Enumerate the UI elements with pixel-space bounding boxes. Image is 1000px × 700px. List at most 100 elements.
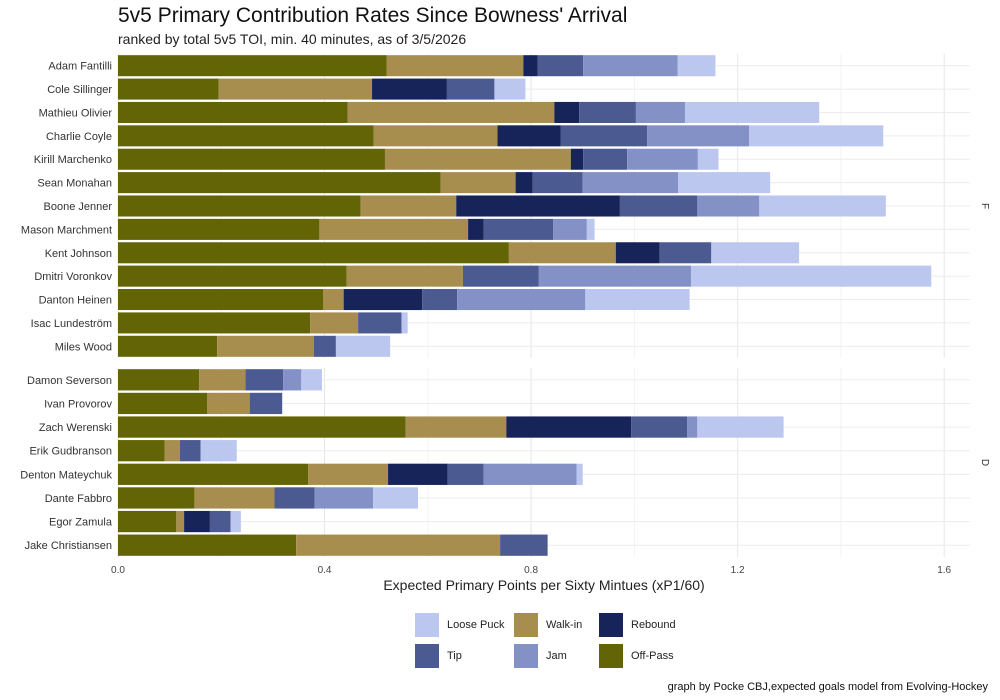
bar-segment-loose-puck (684, 101, 820, 123)
bar-segment-tip (500, 534, 548, 556)
bar-segment-rebound (497, 125, 561, 147)
bar-segment-tip (483, 218, 554, 240)
legend-item: Off-Pass (599, 644, 674, 668)
legend-item: Loose Puck (415, 613, 504, 637)
x-tick-label: 0.0 (111, 565, 125, 576)
legend-label: Loose Puck (447, 619, 505, 631)
bar-segment-off-pass (118, 416, 406, 438)
bar-segment-tip (537, 55, 584, 77)
x-tick-label: 0.8 (524, 565, 538, 576)
facet-label: F (979, 203, 990, 209)
bar-segment-rebound (506, 416, 632, 438)
bar-segment-off-pass (118, 289, 323, 311)
bar-segment-tip (659, 242, 712, 264)
bar-segment-rebound (372, 78, 447, 100)
bar-segment-jam (553, 218, 587, 240)
bar-segment-loose-puck (697, 148, 719, 170)
legend-item: Rebound (599, 613, 676, 637)
y-tick-label: Boone Jenner (44, 201, 113, 213)
bar-segment-jam (483, 463, 577, 485)
y-tick-label: Jake Christiansen (25, 540, 112, 552)
bar-segment-loose-puck (401, 312, 408, 334)
bar-segment-rebound (388, 463, 448, 485)
bar-segment-rebound (343, 289, 423, 311)
bar-segment-jam (647, 125, 749, 147)
bar-segment-off-pass (118, 242, 509, 264)
bar-segment-walk-in (347, 101, 555, 123)
legend-item: Jam (514, 644, 567, 668)
bar-segment-tip (358, 312, 402, 334)
facet-panel-d: Damon Severson Ivan Provorov Zach Werenski… (20, 368, 990, 557)
y-tick-label: Kent Johnson (45, 248, 112, 260)
y-tick-label: Miles Wood (55, 341, 112, 353)
bar-segment-off-pass (118, 265, 347, 287)
y-tick-label: Dmitri Voronkov (34, 271, 112, 283)
bar-segment-off-pass (118, 78, 219, 100)
bar-segment-loose-puck (677, 55, 716, 77)
bar-segment-walk-in (194, 487, 275, 509)
legend-item: Walk-in (514, 613, 582, 637)
bar-segment-off-pass (118, 510, 177, 533)
y-tick-label: Damon Severson (27, 375, 112, 387)
bar-segment-off-pass (118, 195, 361, 217)
bar-segment-tip (619, 195, 698, 217)
facet-label: D (979, 459, 990, 466)
bar-segment-walk-in (346, 265, 463, 287)
bar-segment-tip (209, 510, 231, 533)
bar-segment-loose-puck (678, 172, 771, 194)
bar-segment-off-pass (118, 440, 165, 462)
facet-panel-f: Adam Fantilli Cole Sillinger Mathieu Olivi… (21, 54, 990, 358)
bar-segment-loose-puck (494, 78, 526, 100)
bar-segment-rebound (184, 510, 210, 533)
y-tick-label: Cole Sillinger (47, 84, 112, 96)
bar-segment-rebound (554, 101, 580, 123)
legend: Loose Puck Tip Walk-in Jam Rebound Off-Pass (415, 612, 715, 670)
bar-segment-loose-puck (230, 510, 241, 533)
legend-key (514, 644, 538, 668)
y-tick-label: Sean Monahan (37, 178, 112, 190)
bar-segment-walk-in (373, 125, 498, 147)
bar-segment-loose-puck (335, 335, 391, 357)
bar-segment-loose-puck (586, 218, 595, 240)
bar-segment-loose-puck (748, 125, 884, 147)
bar-segment-tip (422, 289, 458, 311)
bar-segment-jam (687, 416, 698, 438)
bar-segment-off-pass (118, 148, 385, 170)
x-tick-label: 1.6 (937, 565, 951, 576)
bar-segment-walk-in (322, 289, 344, 311)
y-tick-label: Dante Fabbro (45, 493, 112, 505)
legend-label: Off-Pass (631, 650, 674, 662)
bar-segment-off-pass (118, 101, 348, 123)
bar-segment-walk-in (164, 440, 180, 462)
bar-segment-off-pass (118, 218, 320, 240)
bar-segment-tip (245, 369, 284, 391)
bar-segment-jam (283, 369, 302, 391)
bar-segment-walk-in (508, 242, 616, 264)
bar-segment-tip (560, 125, 648, 147)
bar-segment-walk-in (217, 335, 314, 357)
bar-segment-walk-in (386, 55, 524, 77)
bar-segment-tip (631, 416, 688, 438)
bar-segment-tip (579, 101, 636, 123)
bar-segment-off-pass (118, 487, 195, 509)
bar-segment-loose-puck (373, 487, 419, 509)
bar-segment-off-pass (118, 55, 387, 77)
y-tick-label: Kirill Marchenko (34, 154, 112, 166)
bar-segment-loose-puck (691, 265, 932, 287)
bar-segment-walk-in (384, 148, 571, 170)
bar-segment-off-pass (118, 172, 441, 194)
bar-segment-loose-puck (759, 195, 886, 217)
bar-segment-rebound (456, 195, 620, 217)
caption: graph by Pocke CBJ,expected goals model … (667, 681, 988, 693)
bar-segment-tip (462, 265, 539, 287)
bar-segment-tip (446, 78, 495, 100)
y-tick-label: Denton Mateychuk (20, 469, 112, 481)
x-tick-label: 1.2 (731, 565, 745, 576)
y-tick-label: Erik Gudbranson (29, 446, 112, 458)
y-tick-label: Zach Werenski (39, 422, 112, 434)
legend-key (599, 613, 623, 637)
bar-segment-tip (249, 392, 283, 415)
bar-segment-off-pass (118, 125, 374, 147)
bar-segment-loose-puck (301, 369, 322, 391)
legend-label: Rebound (631, 619, 676, 631)
